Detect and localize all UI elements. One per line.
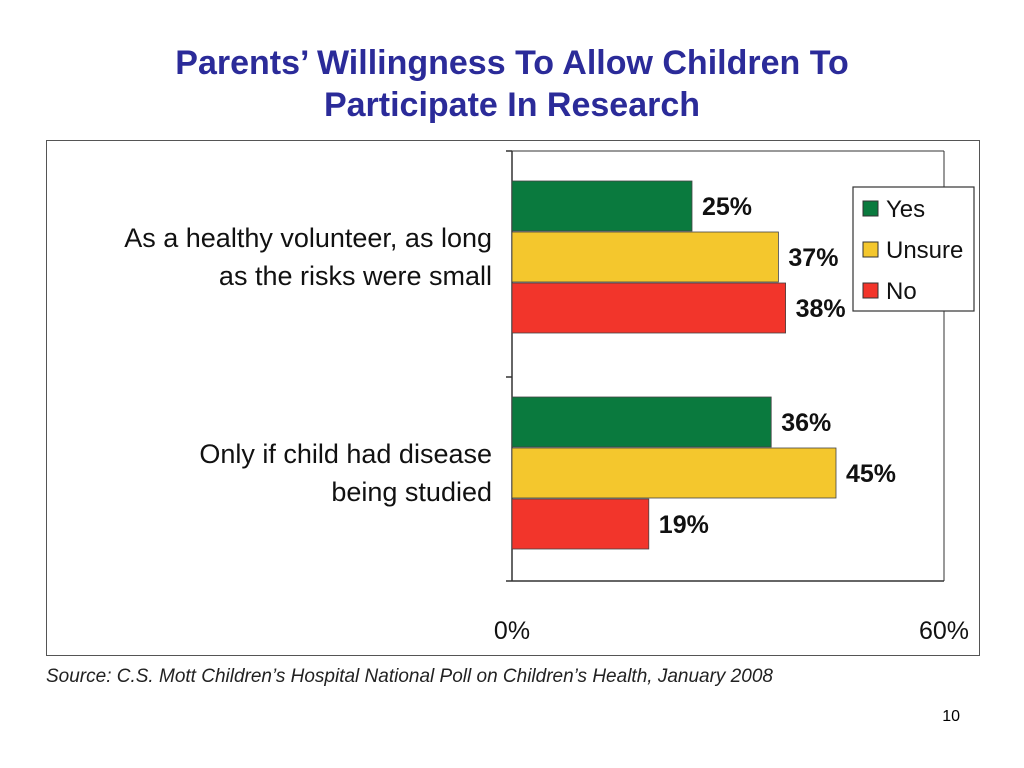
value-label-yes-2: 36% bbox=[781, 409, 831, 437]
slide-title: Parents’ Willingness To Allow Children T… bbox=[0, 42, 1024, 126]
category-label-1-line-1: As a healthy volunteer, as long bbox=[124, 223, 492, 253]
legend-label-yes: Yes bbox=[886, 196, 925, 223]
bar-yes-1 bbox=[511, 180, 693, 232]
value-label-yes-1: 25% bbox=[702, 193, 752, 221]
source-note: Source: C.S. Mott Children’s Hospital Na… bbox=[46, 666, 773, 687]
bar-no-2 bbox=[511, 498, 650, 550]
slide-title-line-2: Participate In Research bbox=[323, 86, 701, 124]
bar-unsure-1 bbox=[511, 231, 779, 283]
x-tick-label-2: 60% bbox=[919, 617, 969, 645]
bar-no-1 bbox=[511, 282, 787, 334]
bar-unsure-2 bbox=[511, 447, 837, 499]
value-label-unsure-1: 37% bbox=[788, 244, 838, 272]
category-label-2-line-2: being studied bbox=[331, 477, 492, 507]
legend-swatch-yes bbox=[862, 200, 879, 217]
bar-yes-2 bbox=[511, 396, 772, 448]
page-number: 10 bbox=[942, 708, 960, 725]
legend-label-no: No bbox=[886, 278, 917, 305]
category-label-1-line-2: as the risks were small bbox=[219, 261, 492, 291]
x-tick-label-1: 0% bbox=[494, 617, 530, 645]
bar-chart: 25% 36% 37% 45% 38% 19% As a healthy volunteer… bbox=[124, 150, 975, 645]
value-label-no-1: 38% bbox=[796, 295, 846, 323]
slide-title-line-1: Parents’ Willingness To Allow Children T… bbox=[175, 44, 849, 82]
value-label-unsure-2: 45% bbox=[846, 460, 896, 488]
category-label-2-line-1: Only if child had disease bbox=[199, 439, 492, 469]
value-label-no-2: 19% bbox=[659, 511, 709, 539]
chart-frame: 25% 36% 37% 45% 38% 19% As a healthy volunteer… bbox=[46, 140, 980, 656]
legend-swatch-unsure bbox=[862, 241, 879, 258]
legend-swatch-no bbox=[862, 282, 879, 299]
legend-label-unsure: Unsure bbox=[886, 237, 963, 264]
